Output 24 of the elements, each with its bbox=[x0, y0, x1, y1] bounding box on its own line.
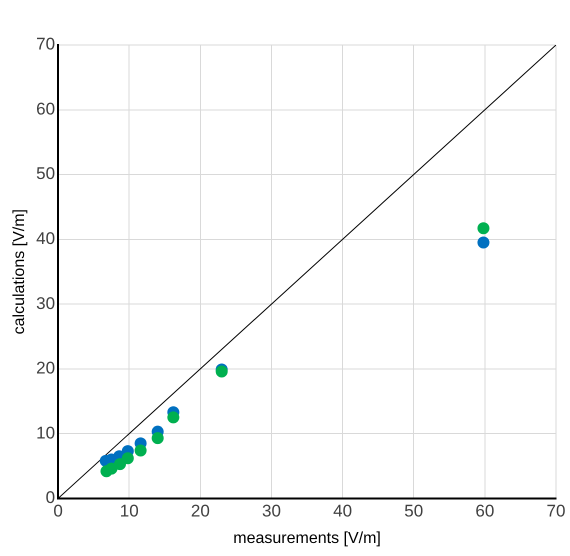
point bbox=[134, 444, 147, 456]
point bbox=[167, 411, 180, 424]
y-tick-label: 60 bbox=[36, 99, 56, 118]
y-tick-label: 10 bbox=[36, 423, 56, 442]
y-tick-label: 30 bbox=[36, 294, 56, 313]
y-axis-title: calculations [V/m] bbox=[11, 209, 28, 334]
x-tick-label: 40 bbox=[333, 501, 352, 520]
x-tick-label: 20 bbox=[190, 501, 210, 520]
point bbox=[122, 452, 134, 464]
x-tick-label: 60 bbox=[475, 501, 494, 520]
y-tick-label: 70 bbox=[36, 34, 56, 54]
x-tick-label: 50 bbox=[404, 501, 424, 520]
y-tick-label: 40 bbox=[36, 229, 56, 248]
y-tick-label: 50 bbox=[36, 164, 56, 184]
point bbox=[477, 222, 490, 234]
point bbox=[114, 458, 126, 470]
x-tick-label: 70 bbox=[546, 501, 566, 520]
point bbox=[477, 236, 490, 249]
x-tick-label: 10 bbox=[120, 501, 139, 520]
point bbox=[152, 432, 164, 444]
x-axis-title: measurements [V/m] bbox=[233, 530, 381, 547]
x-tick-label: 30 bbox=[262, 501, 281, 520]
y-tick-label: 20 bbox=[36, 358, 56, 378]
y-tick-label: 0 bbox=[46, 488, 56, 508]
